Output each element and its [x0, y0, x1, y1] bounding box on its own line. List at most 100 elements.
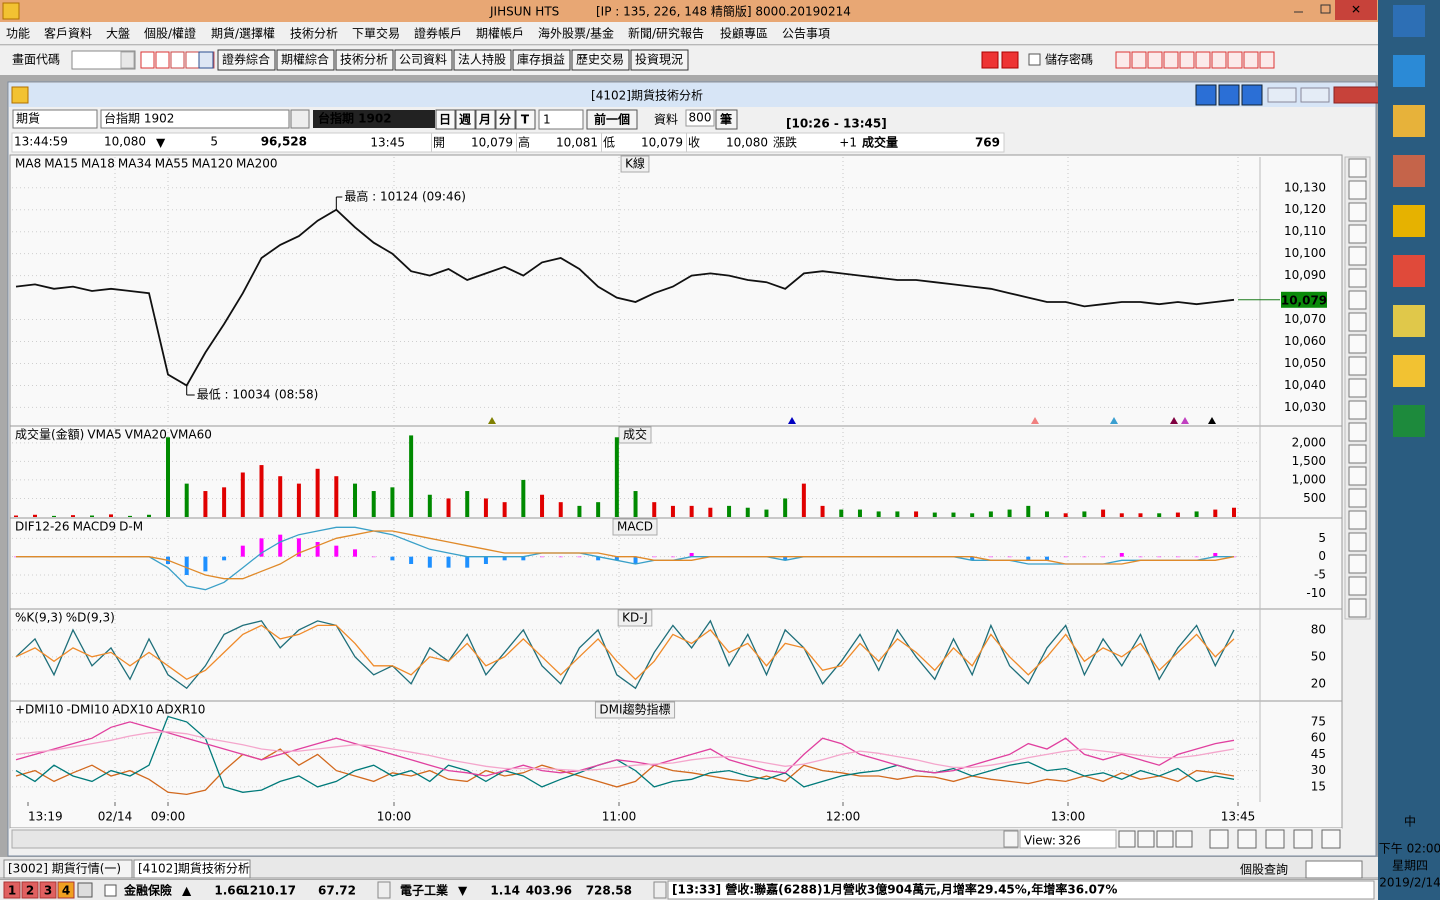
menu-item[interactable]: 功能: [6, 27, 30, 41]
period-button[interactable]: [455, 109, 476, 130]
period-label[interactable]: T: [521, 113, 530, 127]
nav-right[interactable]: [1001, 51, 1019, 69]
scroll-right[interactable]: [1003, 830, 1019, 848]
interval-combo[interactable]: [538, 109, 584, 130]
toolbar-button-label[interactable]: 公司資料: [399, 53, 447, 67]
tool-icon[interactable]: [185, 51, 200, 69]
chart-tool[interactable]: [1209, 829, 1229, 849]
menu-item[interactable]: 個股/權證: [144, 26, 196, 41]
chart-tool[interactable]: [1321, 829, 1341, 849]
page-button[interactable]: [3, 881, 21, 899]
toolbar-button-label[interactable]: 投資現況: [635, 52, 683, 67]
toolbar-button-label[interactable]: 庫存損益: [517, 52, 565, 67]
chart-tool[interactable]: [1293, 829, 1313, 849]
menu-item[interactable]: 客戶資料: [44, 26, 92, 41]
page-label[interactable]: 1: [8, 884, 16, 898]
prev-button[interactable]: [586, 109, 638, 130]
page-button[interactable]: [39, 881, 57, 899]
menu-item[interactable]: 期貨/選擇權: [211, 26, 275, 41]
draw-tool[interactable]: [1348, 576, 1367, 596]
toolbar-button-label[interactable]: 歷史交易: [576, 52, 624, 67]
toolbar-button[interactable]: [335, 49, 394, 71]
data-unit[interactable]: 筆: [720, 112, 732, 127]
period-label[interactable]: 月: [478, 113, 491, 127]
tool-icon[interactable]: [170, 51, 185, 69]
period-button[interactable]: [435, 109, 456, 130]
tool-icon[interactable]: [1195, 51, 1211, 69]
group-combo[interactable]: [377, 881, 391, 899]
menu-item[interactable]: 新聞/研究報告: [628, 26, 704, 41]
ime-indicator[interactable]: 中: [1404, 814, 1416, 829]
toolbar-button[interactable]: [571, 49, 630, 71]
tool-icon[interactable]: [1147, 51, 1163, 69]
taskbar-icon[interactable]: [1393, 255, 1425, 287]
tool-icon[interactable]: [140, 51, 155, 69]
view-tool[interactable]: [1156, 830, 1174, 848]
draw-tool[interactable]: [1348, 510, 1367, 530]
tool-icon[interactable]: [198, 51, 214, 69]
page-label[interactable]: 3: [44, 884, 52, 898]
maximize-button[interactable]: [1313, 2, 1341, 18]
scrollbar[interactable]: [11, 829, 1019, 849]
draw-tool[interactable]: [1348, 312, 1367, 332]
interval[interactable]: 1: [543, 113, 551, 127]
period-button[interactable]: [475, 109, 496, 130]
draw-tool[interactable]: [1348, 202, 1367, 222]
draw-tool[interactable]: [1348, 356, 1367, 376]
menu-item[interactable]: 期權帳戶: [476, 27, 524, 41]
taskbar-icon[interactable]: [1393, 105, 1425, 137]
toolbar-button[interactable]: [276, 49, 335, 71]
draw-tool[interactable]: [1348, 598, 1367, 618]
draw-tool[interactable]: [1348, 224, 1367, 244]
toolbar-button[interactable]: [512, 49, 571, 71]
ticker-check[interactable]: [104, 884, 117, 897]
menu-item[interactable]: 大盤: [106, 27, 130, 41]
close-button[interactable]: [1335, 0, 1377, 20]
inner-tool[interactable]: [1241, 84, 1263, 106]
draw-tool[interactable]: [1348, 466, 1367, 486]
taskbar-icon[interactable]: [1393, 55, 1425, 87]
tool-icon[interactable]: [1243, 51, 1259, 69]
inner-win-btn[interactable]: [1300, 87, 1330, 103]
draw-tool[interactable]: [1348, 554, 1367, 574]
draw-tool[interactable]: [1348, 488, 1367, 508]
minimize-button[interactable]: [1285, 2, 1313, 18]
toolbar-button-label[interactable]: 期權綜合: [281, 52, 329, 67]
view-tool[interactable]: [1175, 830, 1193, 848]
draw-tool[interactable]: [1348, 290, 1367, 310]
tool-icon[interactable]: [1259, 51, 1275, 69]
period-button[interactable]: [495, 109, 516, 130]
tab[interactable]: [3, 859, 133, 879]
period-label[interactable]: 日: [439, 113, 451, 127]
symbol[interactable]: 台指期 1902: [104, 111, 174, 126]
market[interactable]: 期貨: [16, 111, 40, 126]
code-combo[interactable]: [71, 50, 136, 70]
menu-item[interactable]: 海外股票/基金: [538, 26, 614, 41]
menu-item[interactable]: 證券帳戶: [414, 26, 462, 41]
market-combo[interactable]: [12, 109, 98, 129]
taskbar-icon[interactable]: [1393, 355, 1425, 387]
save-password-check[interactable]: [1028, 53, 1041, 66]
tool-icon[interactable]: [155, 51, 170, 69]
page-label[interactable]: 4: [62, 884, 70, 898]
chart-tool[interactable]: [1265, 829, 1285, 849]
toolbar-button[interactable]: [394, 49, 453, 71]
stock-query-box[interactable]: [1305, 860, 1363, 879]
group-combo[interactable]: [653, 881, 667, 899]
tool-icon[interactable]: [1227, 51, 1243, 69]
taskbar-icon[interactable]: [1393, 405, 1425, 437]
page-label[interactable]: 2: [26, 884, 34, 898]
clock-date[interactable]: 2019/2/14: [1379, 876, 1440, 890]
clock-weekday[interactable]: 星期四: [1392, 859, 1428, 873]
tab-label[interactable]: [3002] 期貨行情(一): [8, 861, 121, 876]
data-unit-button[interactable]: [715, 109, 738, 130]
view-tool[interactable]: [1118, 830, 1136, 848]
taskbar-icon[interactable]: [1393, 205, 1425, 237]
save-password-label[interactable]: 儲存密碼: [1045, 52, 1093, 67]
toolbar-button[interactable]: [630, 49, 689, 71]
inner-win-btn[interactable]: [1267, 87, 1297, 103]
clock-time[interactable]: 下午 02:00: [1379, 842, 1440, 856]
tab-label[interactable]: [4102]期貨技術分析: [138, 861, 250, 876]
tab[interactable]: [133, 859, 251, 879]
tool-icon[interactable]: [1131, 51, 1147, 69]
